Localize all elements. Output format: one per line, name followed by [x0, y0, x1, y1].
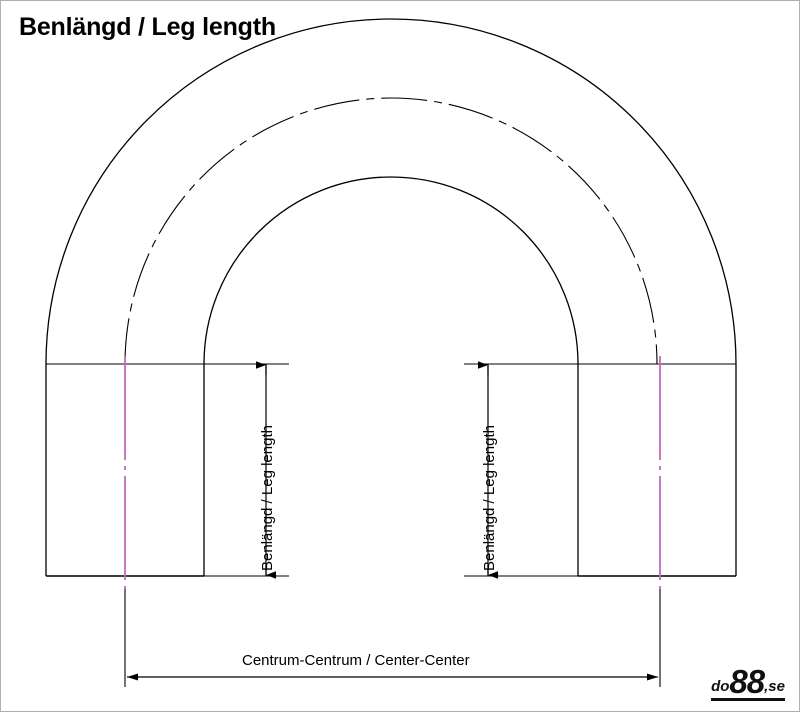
center-center-dimension-label: Centrum-Centrum / Center-Center: [242, 652, 470, 669]
logo-suffix: ,se: [764, 678, 785, 695]
logo-prefix: do: [711, 678, 730, 695]
inner-arc: [203, 176, 579, 365]
centerline-arc: [124, 97, 658, 365]
right-leg-dimension-label: Benlängd / Leg length: [481, 425, 498, 571]
outer-arc: [45, 18, 737, 365]
do88-logo: do 88 ,se: [711, 662, 785, 701]
page-title: Benlängd / Leg length: [19, 13, 276, 41]
left-leg-dimension-label: Benlängd / Leg length: [259, 425, 276, 571]
logo-number: 88: [729, 662, 765, 700]
